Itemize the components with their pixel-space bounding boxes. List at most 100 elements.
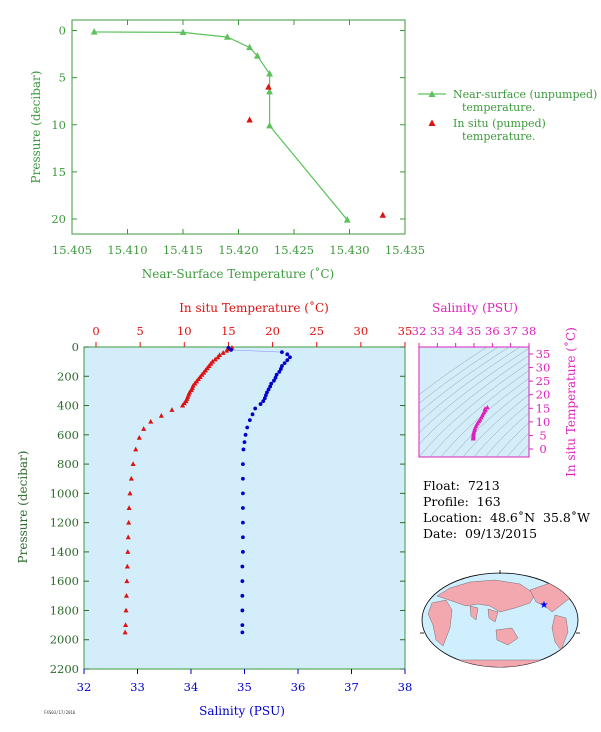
profile-y-tick-label: 1800 xyxy=(50,603,79,617)
legend-label-pumped-2: temperature. xyxy=(462,130,536,143)
temperature-point xyxy=(169,407,175,412)
salinity-point xyxy=(241,447,246,452)
float-info: Float: 7213 Profile: 163 Location: 48.6˚… xyxy=(423,478,590,542)
near-surface-y-tick-label: 5 xyxy=(59,71,66,85)
salinity-point xyxy=(240,550,245,554)
temperature-point xyxy=(148,418,154,424)
near-surface-x-tick-label: 15.425 xyxy=(274,243,314,257)
salinity-point xyxy=(240,593,245,598)
float-location-star-icon: ★ xyxy=(540,600,549,611)
temperature-point xyxy=(124,563,130,569)
pumped-point xyxy=(246,116,253,123)
temperature-point xyxy=(224,347,230,353)
density-contour xyxy=(419,362,529,457)
ts-y-tick-label: 35 xyxy=(536,347,551,361)
unpumped-point xyxy=(266,121,273,129)
salinity-tick-label: 38 xyxy=(398,680,413,694)
salinity-point xyxy=(240,462,245,466)
near-surface-plot-area xyxy=(71,19,406,235)
unpumped-point xyxy=(90,28,98,35)
legend-marker-pumped xyxy=(428,119,436,126)
profile-y-tick-label: 800 xyxy=(57,457,79,471)
density-contour xyxy=(419,347,499,404)
ts-point xyxy=(470,436,476,441)
near-surface-y-tick-label: 0 xyxy=(59,24,66,38)
salinity-point xyxy=(280,350,284,355)
salinity-point xyxy=(226,345,231,350)
temperature-tick-label: 10 xyxy=(177,324,192,338)
salinity-point xyxy=(278,367,283,371)
density-contours xyxy=(419,347,529,457)
unpumped-point xyxy=(223,33,231,40)
near-surface-x-tick-label: 15.405 xyxy=(52,243,92,257)
salinity-tick-label: 34 xyxy=(184,680,199,694)
temperature-point xyxy=(124,578,130,584)
salinity-point xyxy=(229,348,234,352)
salinity-point xyxy=(242,440,247,445)
temperature-point xyxy=(123,622,129,628)
pumped-point xyxy=(379,211,387,218)
near-surface-y-tick-label: 10 xyxy=(51,118,66,132)
temperature-point xyxy=(130,461,136,467)
temperature-axis-label: In situ Temperature (˚C) xyxy=(179,300,329,315)
salinity-point xyxy=(240,564,245,569)
map-land-africa xyxy=(427,599,453,647)
near-surface-x-tick-label: 15.435 xyxy=(385,243,425,257)
salinity-point xyxy=(264,393,268,398)
temperature-tick-label: 0 xyxy=(92,324,99,338)
salinity-point xyxy=(268,384,273,389)
map-land-australia xyxy=(495,627,519,646)
ts-y-tick-label: 10 xyxy=(536,415,551,429)
map-land-antarctica xyxy=(422,659,578,667)
unpumped-point xyxy=(179,28,187,36)
map-land-eurasia xyxy=(436,579,536,613)
salinity-point xyxy=(240,608,245,613)
ts-x-tick-label: 38 xyxy=(522,324,537,338)
temperature-point xyxy=(180,402,186,408)
ts-x-tick-label: 37 xyxy=(503,324,518,338)
salinity-point xyxy=(240,579,245,584)
density-contour xyxy=(484,412,529,457)
temperature-point xyxy=(126,519,132,525)
salinity-point xyxy=(274,372,279,377)
salinity-point xyxy=(288,355,292,360)
near-surface-x-tick-label: 15.420 xyxy=(218,243,258,257)
near-surface-x-tick-label: 15.430 xyxy=(329,243,369,257)
profile-y-tick-label: 2200 xyxy=(50,662,79,676)
temperature-point xyxy=(212,356,218,362)
ts-x-tick-label: 32 xyxy=(412,324,427,338)
profile-y-label: Pressure (decibar) xyxy=(16,451,30,564)
temperature-point xyxy=(126,505,132,510)
ts-y-tick-label: 0 xyxy=(539,442,546,456)
temperature-tick-label: 20 xyxy=(265,324,280,338)
salinity-point xyxy=(240,506,245,510)
salinity-point xyxy=(240,630,245,635)
salinity-point xyxy=(285,358,290,363)
salinity-point xyxy=(240,520,245,525)
density-contour xyxy=(495,422,529,457)
temperature-point xyxy=(123,607,129,613)
salinity-point xyxy=(277,369,282,374)
ts-x-tick-label: 33 xyxy=(430,324,445,338)
salinity-point xyxy=(280,364,284,368)
salinity-axis-label: Salinity (PSU) xyxy=(199,704,285,718)
profile-y-tick-label: 1000 xyxy=(50,486,79,500)
ts-y-tick-label: 5 xyxy=(539,428,546,442)
density-contour xyxy=(506,432,529,457)
temperature-point xyxy=(133,446,139,452)
profile-y-tick-label: 400 xyxy=(57,399,79,413)
profile-y-tick-label: 0 xyxy=(72,340,79,354)
salinity-point xyxy=(250,412,255,417)
profile-number: Profile: 163 xyxy=(423,494,501,509)
temperature-point xyxy=(125,549,131,554)
world-map: ★ xyxy=(420,570,580,668)
pumped-point xyxy=(265,83,272,90)
salinity-point xyxy=(243,432,248,437)
map-land-south-asia xyxy=(469,605,499,623)
profile-chart: 0200400600800100012001400160018002000220… xyxy=(16,300,412,718)
salinity-point xyxy=(265,390,269,395)
profile-y-tick-label: 2000 xyxy=(50,633,79,647)
ts-y-tick-label: 30 xyxy=(536,361,551,375)
near-surface-y-tick-label: 15 xyxy=(51,165,66,179)
density-contour xyxy=(419,347,488,396)
